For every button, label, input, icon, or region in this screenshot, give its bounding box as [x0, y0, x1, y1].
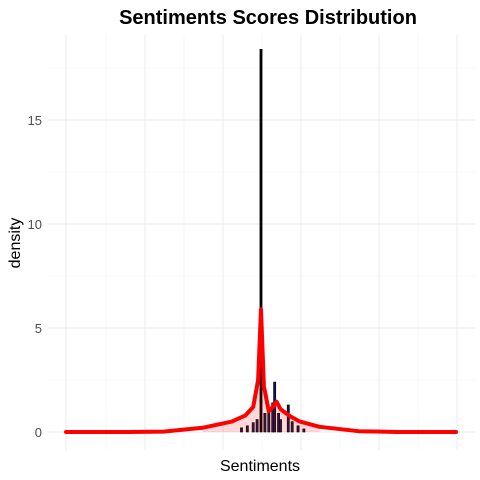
density-curve — [64, 307, 458, 434]
y-axis-label: density — [7, 218, 24, 269]
histogram-bar — [302, 428, 306, 433]
histogram-bar — [279, 419, 282, 433]
y-tick-label: 5 — [35, 321, 42, 336]
y-tick-label: 10 — [28, 217, 42, 232]
density-curve-layer — [64, 307, 458, 434]
y-axis-ticks: 0 5 10 15 — [28, 113, 42, 440]
histogram-bar — [286, 404, 290, 433]
histogram-bar — [255, 419, 259, 433]
histogram-bar — [290, 421, 294, 433]
x-axis-label: Sentiments — [220, 458, 300, 475]
histogram-bar — [240, 427, 243, 433]
density-area — [202, 309, 320, 432]
chart-title: Sentiments Scores Distribution — [119, 7, 417, 29]
histogram-bar — [245, 425, 249, 433]
histogram-bar — [296, 425, 300, 433]
y-tick-label: 0 — [35, 425, 42, 440]
histogram-bar — [251, 422, 255, 433]
histogram-bars — [240, 48, 306, 433]
y-tick-label: 15 — [28, 113, 42, 128]
histogram-bar — [263, 412, 267, 433]
